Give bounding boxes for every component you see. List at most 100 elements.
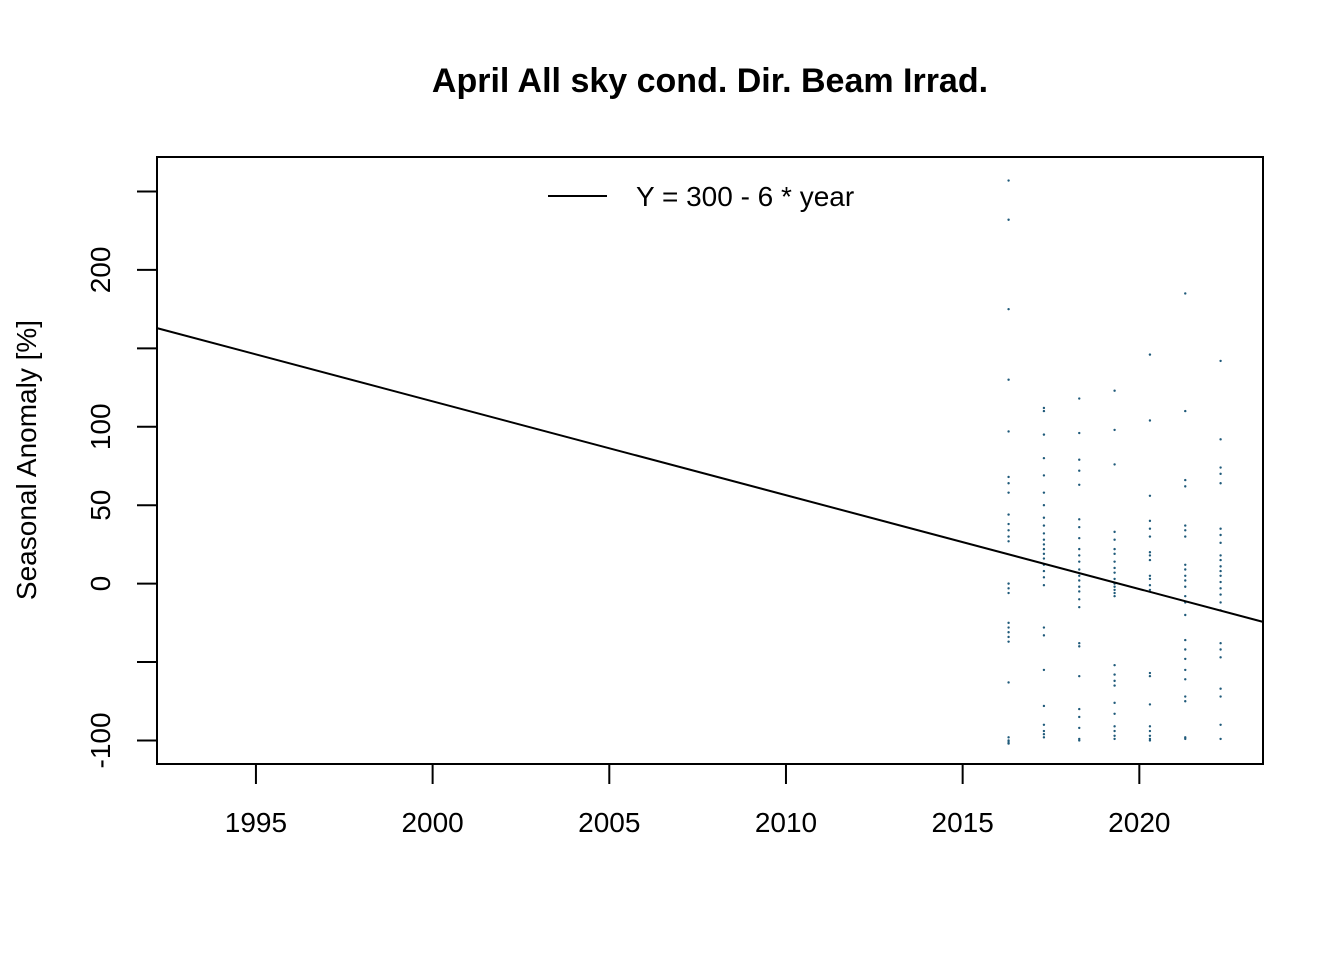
data-point	[1184, 678, 1187, 681]
data-point	[1113, 463, 1116, 466]
data-point	[1184, 648, 1187, 651]
data-point	[1007, 626, 1010, 629]
data-point	[1113, 712, 1116, 716]
y-tick-label: 100	[85, 403, 116, 450]
x-tick-label: 1995	[225, 807, 287, 838]
data-point	[1042, 552, 1046, 556]
data-point	[1078, 739, 1081, 742]
data-point	[1042, 538, 1046, 541]
data-point	[1184, 524, 1187, 527]
data-point	[1148, 729, 1152, 733]
data-point	[1148, 583, 1152, 587]
data-point	[1078, 458, 1081, 461]
data-point	[1219, 574, 1222, 577]
plot-frame	[156, 156, 1264, 765]
y-tick-label: 200	[85, 247, 116, 294]
data-point	[1042, 433, 1046, 436]
data-point	[1042, 723, 1046, 726]
data-point	[1042, 504, 1046, 507]
x-tick-label: 2015	[932, 807, 994, 838]
data-point	[1007, 535, 1010, 538]
data-point	[1113, 729, 1116, 733]
data-point	[1042, 576, 1046, 579]
data-point	[1007, 179, 1010, 182]
data-point	[1219, 723, 1222, 726]
data-point	[1148, 674, 1152, 678]
data-point	[1042, 736, 1046, 739]
data-point	[1042, 729, 1046, 733]
data-point	[1219, 541, 1222, 545]
data-point	[1078, 726, 1081, 730]
data-point	[1007, 640, 1010, 643]
data-point	[1184, 574, 1187, 577]
data-point	[1007, 307, 1010, 311]
data-point	[1148, 588, 1152, 592]
data-point	[1113, 679, 1116, 683]
data-point	[1184, 568, 1187, 571]
data-point	[1007, 635, 1010, 639]
data-point	[1184, 594, 1187, 598]
data-point	[1148, 725, 1152, 728]
data-point	[1113, 428, 1116, 432]
data-point	[1113, 588, 1116, 592]
data-point	[1007, 218, 1010, 221]
x-tick-label: 2020	[1108, 807, 1170, 838]
data-point	[1184, 292, 1187, 295]
data-point	[1148, 574, 1152, 577]
data-point	[1219, 648, 1222, 651]
data-point	[1007, 491, 1010, 494]
data-point	[1219, 656, 1222, 659]
data-point	[1042, 547, 1046, 551]
data-point	[1113, 594, 1116, 598]
data-point	[1219, 687, 1222, 690]
data-point	[1113, 663, 1116, 667]
data-point	[1078, 645, 1081, 648]
data-point	[1007, 529, 1010, 532]
data-point	[1184, 579, 1187, 582]
data-point	[1078, 568, 1081, 571]
data-point	[1219, 359, 1222, 363]
chart-title: April All sky cond. Dir. Beam Irrad.	[432, 62, 988, 100]
data-point	[1113, 530, 1116, 534]
y-tick-label: 50	[85, 490, 116, 521]
data-point	[1219, 558, 1222, 562]
legend-label: Y = 300 - 6 * year	[636, 181, 854, 212]
data-point	[1184, 737, 1187, 741]
data-point	[1219, 737, 1222, 741]
data-point	[1113, 389, 1116, 392]
data-point	[1078, 642, 1081, 645]
data-point	[1184, 529, 1187, 532]
data-point	[1042, 524, 1046, 527]
data-point	[1113, 585, 1116, 588]
y-tick-label: -100	[85, 712, 116, 768]
data-point	[1078, 431, 1081, 435]
y-axis-label: Seasonal Anomaly [%]	[11, 320, 42, 600]
data-point	[1113, 547, 1116, 551]
data-point	[1148, 734, 1152, 737]
data-point	[1219, 695, 1222, 698]
data-point	[1042, 668, 1046, 672]
data-point	[1148, 527, 1152, 530]
x-axis: 1995 2000 2005 2010 2015 2020	[225, 763, 1170, 838]
data-point	[1219, 482, 1222, 485]
data-point	[1042, 569, 1046, 573]
data-point	[1007, 621, 1010, 625]
data-point	[1184, 478, 1187, 482]
data-point	[1042, 409, 1046, 413]
data-point	[1042, 456, 1046, 460]
data-point	[1148, 494, 1152, 497]
data-point	[1078, 579, 1081, 582]
data-point	[1184, 409, 1187, 413]
data-point	[1007, 582, 1010, 585]
data-point	[1148, 577, 1152, 581]
data-point	[1113, 566, 1116, 570]
data-point	[1113, 684, 1116, 687]
data-point	[1078, 536, 1081, 540]
data-point	[1113, 725, 1116, 728]
data-point	[1113, 538, 1116, 541]
data-point	[1184, 695, 1187, 698]
data-point	[1007, 631, 1010, 634]
data-point	[1113, 552, 1116, 556]
data-point	[1219, 438, 1222, 441]
data-point	[1042, 704, 1046, 708]
